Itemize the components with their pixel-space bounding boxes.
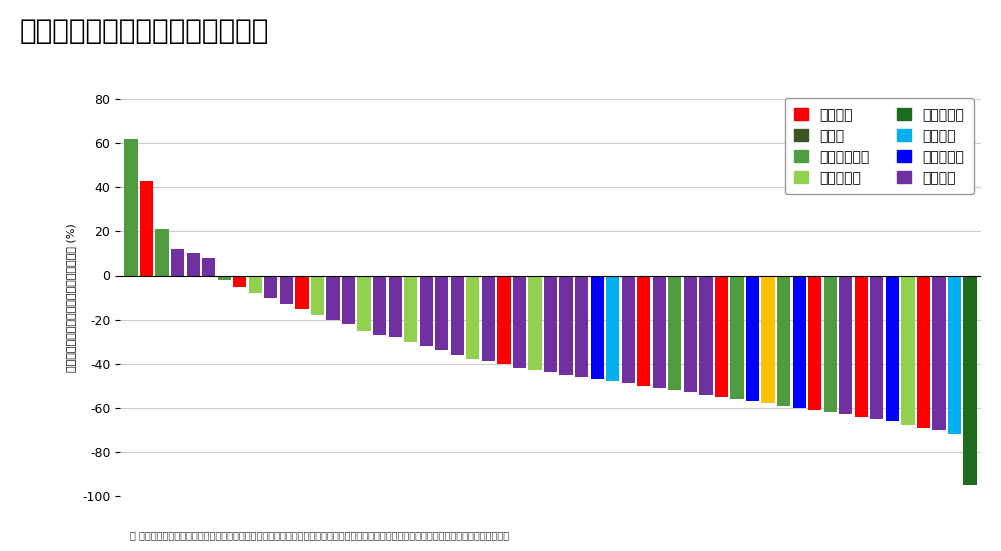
Bar <box>964 276 977 485</box>
Bar <box>311 276 324 315</box>
Bar <box>932 276 946 430</box>
Bar <box>886 276 899 421</box>
Bar <box>388 276 401 337</box>
Bar <box>171 249 184 276</box>
Bar <box>497 276 511 364</box>
Bar <box>357 276 370 331</box>
Bar <box>233 276 246 287</box>
Bar <box>280 276 293 304</box>
Bar <box>342 276 355 324</box>
Text: ＊ その他のがん種：胃がん、大腸がん、胆道がん、小腸がん、非小細胞肺がん、乳房外パジェット病、悪性黒色腫、前立線がん、原発不明がん: ＊ その他のがん種：胃がん、大腸がん、胆道がん、小腸がん、非小細胞肺がん、乳房外… <box>130 530 510 540</box>
Bar <box>762 276 775 403</box>
Bar <box>544 276 558 372</box>
Bar <box>155 229 169 276</box>
Bar <box>901 276 915 425</box>
Bar <box>591 276 604 379</box>
Bar <box>684 276 697 392</box>
Bar <box>575 276 589 377</box>
Bar <box>435 276 448 350</box>
Bar <box>746 276 759 401</box>
Legend: 食道がん, 肺がん, 尿路上皮がん, 子宮頸がん, 子宮体がん, 卵巣がん, 唾液腺がん, その他＊: 食道がん, 肺がん, 尿路上皮がん, 子宮頸がん, 子宮体がん, 卵巣がん, 唾… <box>785 98 974 195</box>
Bar <box>124 139 137 276</box>
Bar <box>793 276 806 408</box>
Y-axis label: ベースラインからの腫瘍径和の最大変化率 (%): ベースラインからの腫瘍径和の最大変化率 (%) <box>66 223 76 372</box>
Bar <box>700 276 713 395</box>
Bar <box>855 276 868 417</box>
Bar <box>466 276 479 359</box>
Bar <box>638 276 651 386</box>
Bar <box>653 276 666 388</box>
Bar <box>186 253 200 276</box>
Bar <box>870 276 884 419</box>
Bar <box>948 276 961 434</box>
Bar <box>529 276 542 370</box>
Bar <box>450 276 463 355</box>
Bar <box>839 276 853 414</box>
Text: がん種別の腫瘍径和の最大変化率: がん種別の腫瘍径和の最大変化率 <box>20 17 269 45</box>
Bar <box>669 276 682 390</box>
Bar <box>731 276 744 399</box>
Bar <box>777 276 790 406</box>
Bar <box>326 276 339 320</box>
Bar <box>606 276 620 381</box>
Bar <box>140 181 153 276</box>
Bar <box>808 276 821 410</box>
Bar <box>513 276 527 368</box>
Bar <box>264 276 277 298</box>
Bar <box>295 276 308 309</box>
Bar <box>248 276 262 293</box>
Bar <box>217 276 231 280</box>
Bar <box>481 276 495 361</box>
Bar <box>373 276 386 335</box>
Bar <box>824 276 837 412</box>
Bar <box>404 276 417 342</box>
Bar <box>560 276 573 375</box>
Bar <box>419 276 432 346</box>
Bar <box>917 276 930 428</box>
Bar <box>622 276 635 383</box>
Bar <box>715 276 728 397</box>
Bar <box>202 258 215 276</box>
